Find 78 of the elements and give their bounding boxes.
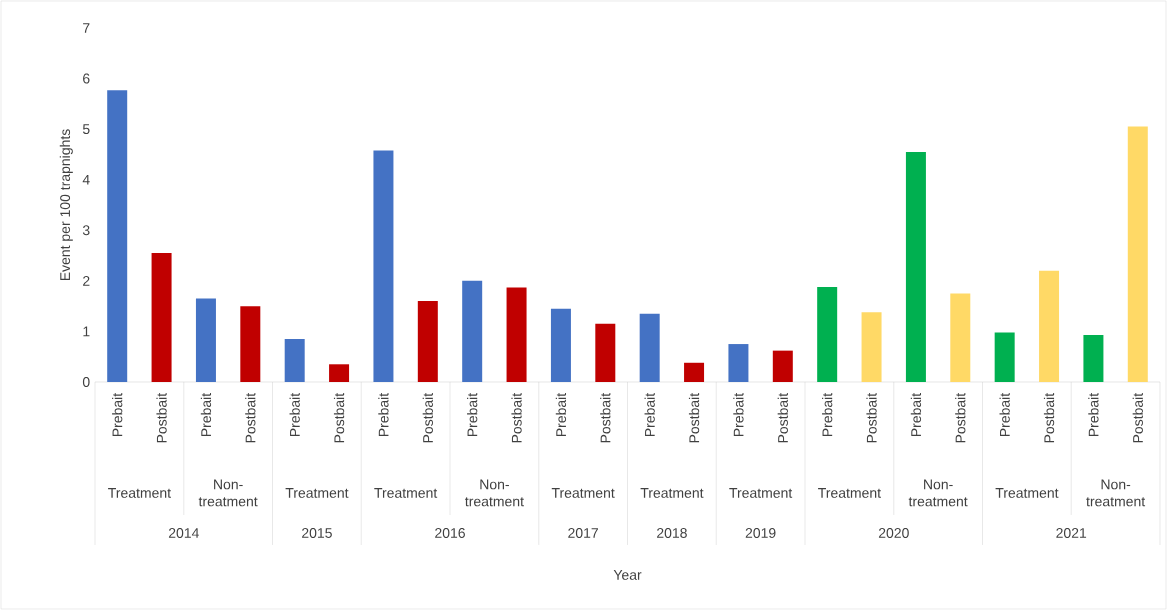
text: Treatment: [729, 488, 793, 498]
x-tick-label: Prebait: [910, 392, 922, 437]
text: Treatment: [551, 488, 615, 498]
text: Treatment: [374, 488, 438, 498]
y-tick-label: 6: [83, 73, 90, 84]
bar: [684, 362, 705, 382]
bar: [284, 339, 305, 382]
bar: [1083, 334, 1104, 382]
x-tick-label: Prebait: [644, 392, 655, 437]
x-tick-label: Postbait: [333, 392, 345, 443]
bar: [329, 364, 350, 382]
x-tick-label: Prebait: [378, 392, 389, 437]
y-tick-label: 7: [83, 23, 90, 33]
x-tick-label: Postbait: [688, 392, 700, 443]
x-tick-label: Postbait: [1132, 392, 1143, 443]
x-tick-label: Prebait: [555, 392, 567, 437]
x-tick-label: Prebait: [999, 392, 1010, 437]
x-tick-label: Postbait: [600, 392, 611, 443]
text: 2019: [745, 528, 776, 538]
text: 2020: [878, 528, 909, 538]
text: 2018: [657, 528, 687, 538]
y-tick-label: 0: [82, 377, 90, 387]
x-tick-label: Postbait: [955, 392, 966, 443]
text: Treatment: [285, 488, 349, 498]
x-tick-label: Postbait: [866, 392, 877, 443]
x-tick-label: Prebait: [289, 392, 300, 437]
bar: [462, 280, 483, 382]
x-tick-label: Postbait: [511, 392, 522, 443]
y-tick-label: 5: [82, 124, 90, 135]
bar: [550, 308, 571, 382]
bar: [1127, 126, 1148, 382]
x-tick-label: Prebait: [112, 392, 123, 437]
bar: [817, 286, 838, 382]
bar: [506, 287, 527, 382]
text: Non-treatment: [1086, 479, 1146, 507]
x-tick-label: Prebait: [733, 392, 744, 437]
text: 2014: [168, 528, 199, 538]
y-tick-label: 4: [82, 174, 90, 185]
x-tick-label: Prebait: [1088, 392, 1099, 437]
text: Treatment: [995, 488, 1059, 498]
text: Non-treatment: [908, 479, 968, 507]
text: 2016: [435, 528, 465, 538]
bar: [728, 344, 749, 382]
bar: [595, 323, 616, 382]
bar: [240, 306, 261, 382]
text: 2015: [302, 528, 332, 538]
bar: [950, 293, 971, 382]
x-tick-label: Postbait: [156, 392, 167, 443]
text: 2021: [1056, 528, 1087, 538]
bar: [994, 332, 1015, 382]
bar: [639, 313, 660, 382]
x-tick-label: Postbait: [777, 392, 788, 443]
bar: [417, 301, 438, 382]
x-tick-label: Prebait: [822, 392, 833, 437]
bar: [107, 90, 128, 382]
x-tick-label: Prebait: [467, 392, 478, 437]
bar: [861, 312, 882, 382]
text: Year: [613, 570, 642, 580]
text: Treatment: [640, 488, 704, 498]
text: 2017: [568, 528, 598, 538]
y-tick-label: 1: [83, 326, 90, 337]
text: Non-treatment: [198, 479, 258, 507]
text: Treatment: [818, 488, 881, 498]
y-axis-title: Event per 100 trapnights: [59, 129, 73, 281]
x-tick-label: Postbait: [245, 392, 256, 443]
text: Treatment: [108, 488, 171, 498]
bar: [373, 150, 394, 382]
x-tick-label: Postbait: [1043, 392, 1055, 443]
x-tick-label: Postbait: [422, 392, 433, 443]
text: Non-treatment: [465, 479, 524, 507]
y-tick-label: 3: [82, 225, 90, 236]
y-tick-label: 2: [83, 275, 90, 286]
bar: [772, 350, 793, 382]
bar: [1039, 270, 1060, 382]
bar: [195, 298, 216, 382]
bar: [905, 151, 926, 382]
bar: [151, 253, 172, 382]
x-tick-label: Prebait: [200, 392, 212, 437]
